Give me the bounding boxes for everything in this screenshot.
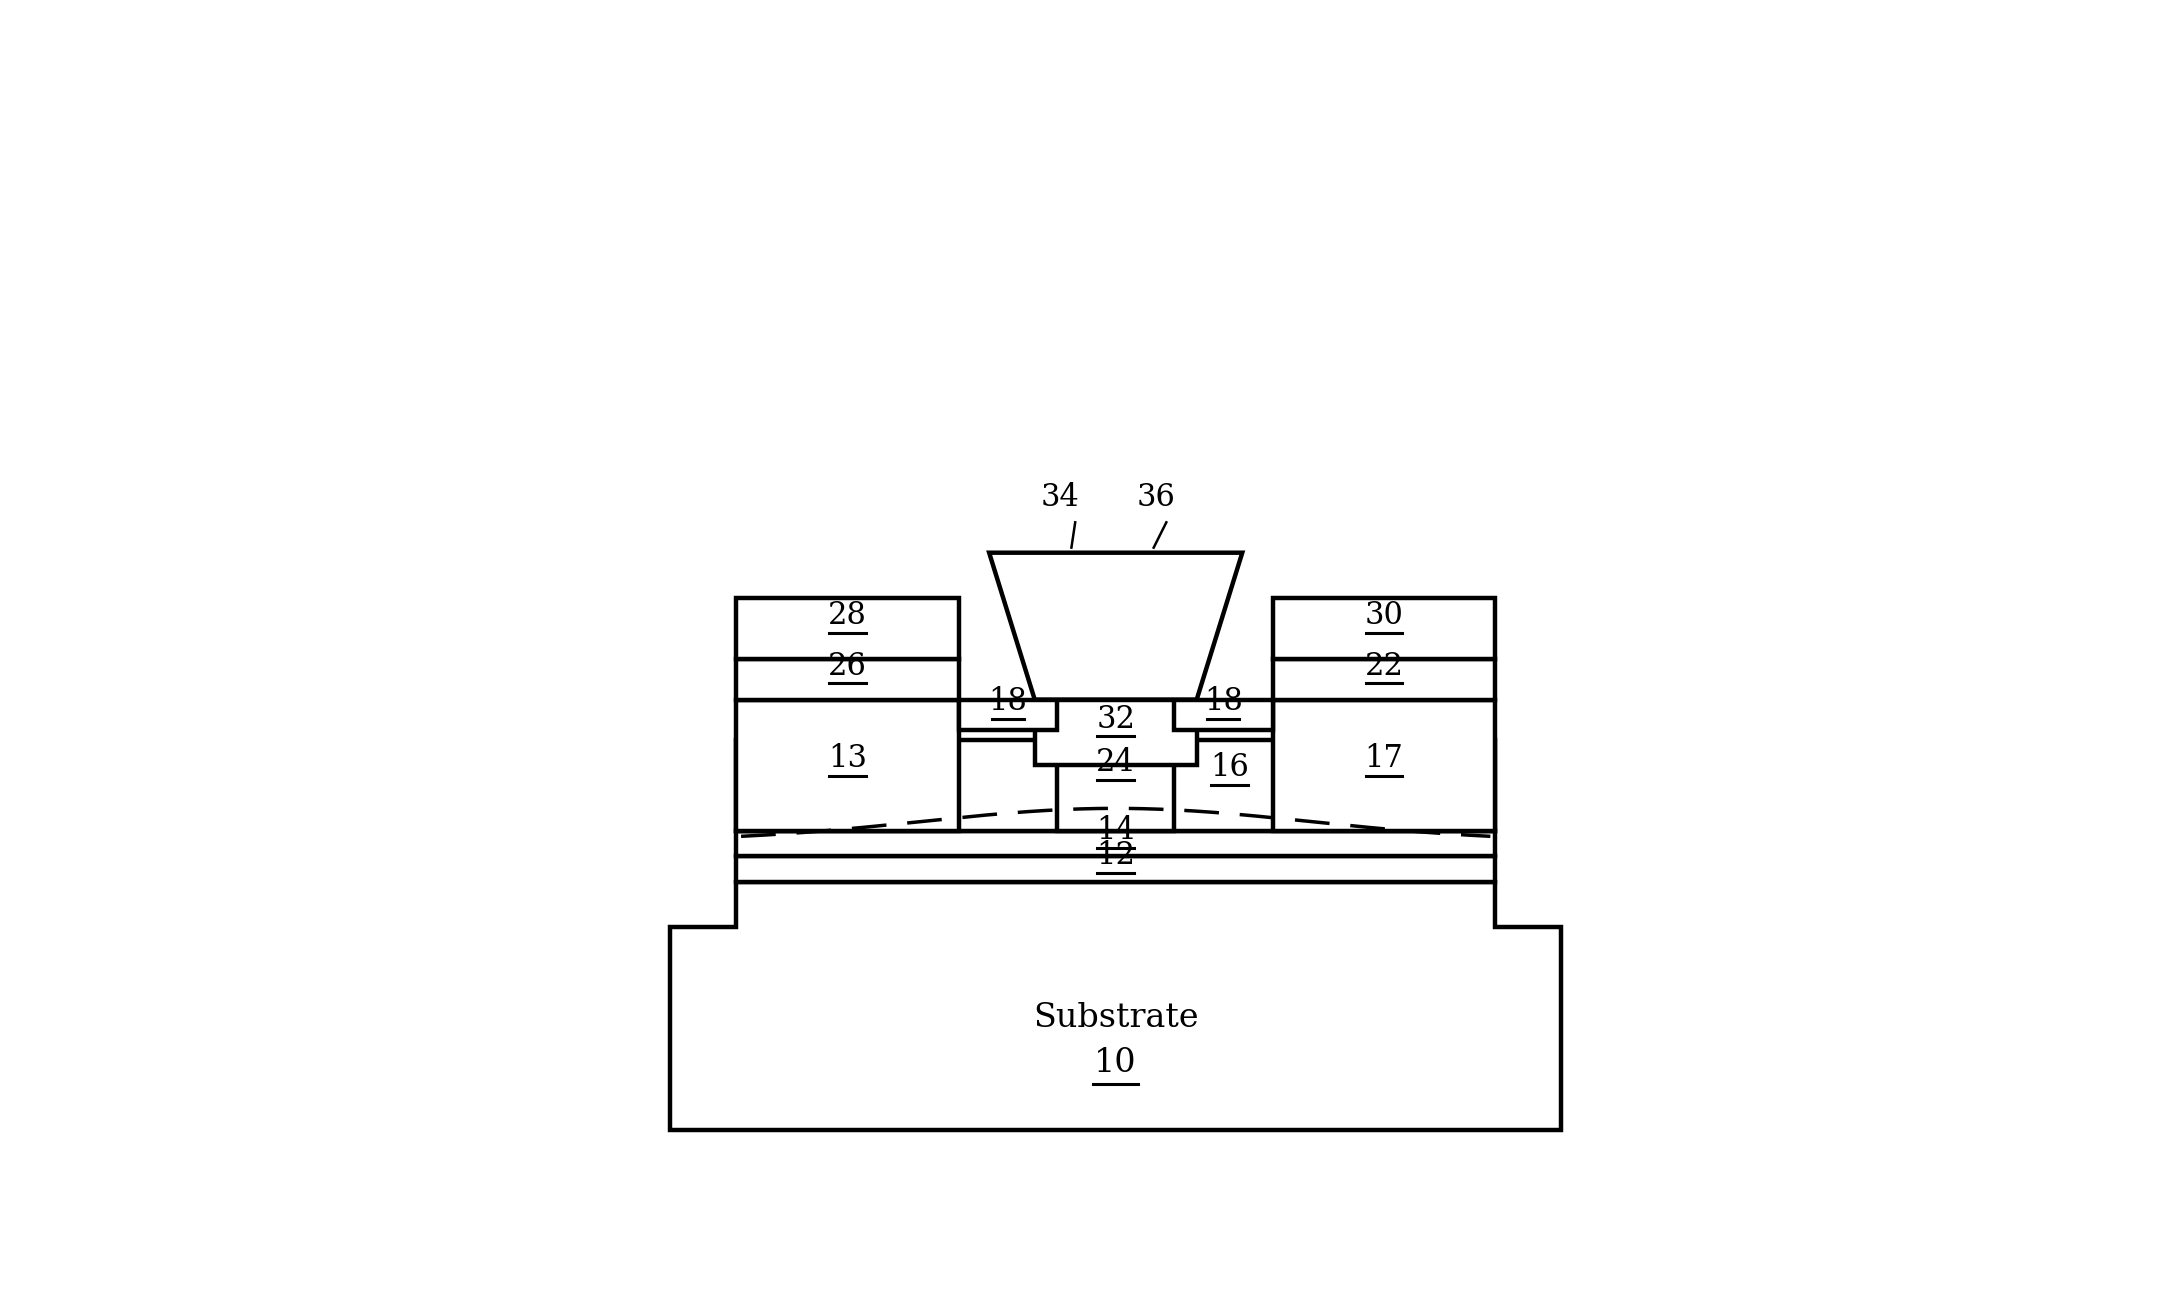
- Bar: [736, 598, 958, 659]
- Text: 28: 28: [827, 600, 866, 631]
- Polygon shape: [671, 882, 1561, 1130]
- Text: Substrate: Substrate: [1032, 1002, 1200, 1035]
- Text: 16: 16: [1210, 752, 1250, 784]
- Bar: [736, 659, 958, 700]
- Bar: [736, 700, 958, 831]
- Bar: [736, 831, 1496, 856]
- Text: 14: 14: [1097, 815, 1134, 846]
- Bar: [1274, 700, 1496, 831]
- Text: 30: 30: [1365, 600, 1404, 631]
- Text: 18: 18: [988, 686, 1028, 717]
- Bar: [1274, 598, 1496, 659]
- Text: 26: 26: [827, 651, 866, 681]
- Text: 32: 32: [1097, 704, 1134, 735]
- Bar: [1274, 659, 1496, 700]
- Text: 36: 36: [1136, 481, 1176, 513]
- Text: 12: 12: [1097, 840, 1134, 872]
- Text: 24: 24: [1097, 747, 1134, 778]
- Text: 10: 10: [1095, 1047, 1136, 1080]
- Text: 18: 18: [1204, 686, 1243, 717]
- Text: 34: 34: [1041, 481, 1080, 513]
- Polygon shape: [988, 552, 1243, 700]
- Bar: [958, 700, 1058, 730]
- Bar: [1058, 700, 1173, 831]
- Bar: [736, 856, 1496, 882]
- Text: 17: 17: [1365, 743, 1404, 775]
- Bar: [1034, 700, 1197, 765]
- Bar: [1173, 700, 1274, 730]
- Text: 22: 22: [1365, 651, 1404, 681]
- Text: 13: 13: [827, 743, 866, 775]
- Bar: [736, 740, 1496, 831]
